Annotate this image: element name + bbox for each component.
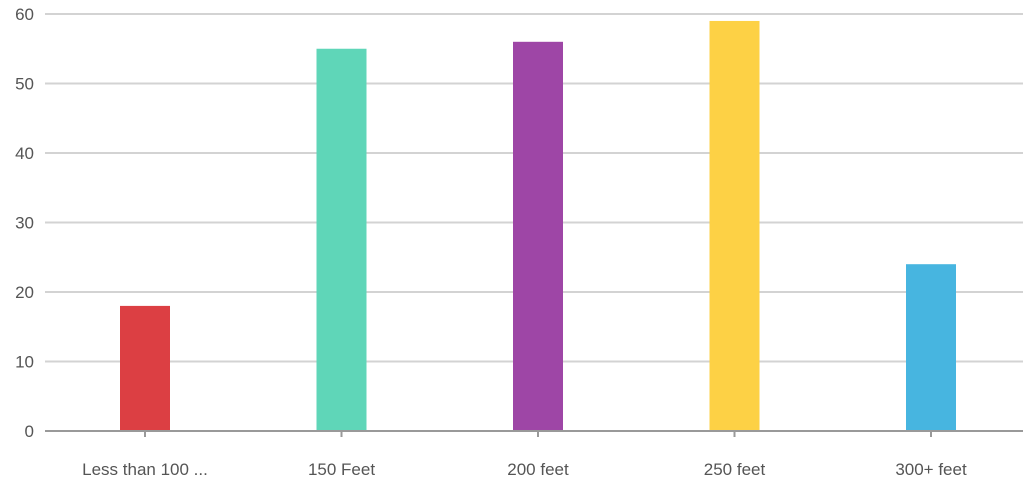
bar-1: [316, 48, 367, 431]
bar-0: [120, 305, 170, 431]
x-tick-label-4: 300+ feet: [895, 460, 967, 479]
bar-2: [513, 41, 563, 432]
y-tick-label-10: 10: [15, 353, 34, 372]
y-tick-label-50: 50: [15, 75, 34, 94]
y-tick-label-40: 40: [15, 144, 34, 163]
y-tick-label-0: 0: [25, 422, 34, 441]
x-tick-label-3: 250 feet: [704, 460, 766, 479]
y-tick-label-60: 60: [15, 5, 34, 24]
bar-3: [709, 20, 760, 431]
y-axis-tick-labels: 0 10 20 30 40 50 60: [15, 5, 34, 441]
bar-4: [906, 264, 956, 431]
y-tick-label-20: 20: [15, 283, 34, 302]
y-tick-label-30: 30: [15, 214, 34, 233]
x-axis: [45, 430, 1023, 437]
bars: [120, 20, 956, 432]
x-tick-label-1: 150 Feet: [308, 460, 375, 479]
x-axis-tick-labels: Less than 100 ... 150 Feet 200 feet 250 fee…: [82, 460, 967, 479]
x-tick-label-0: Less than 100 ...: [82, 460, 208, 479]
x-tick-label-2: 200 feet: [507, 460, 569, 479]
